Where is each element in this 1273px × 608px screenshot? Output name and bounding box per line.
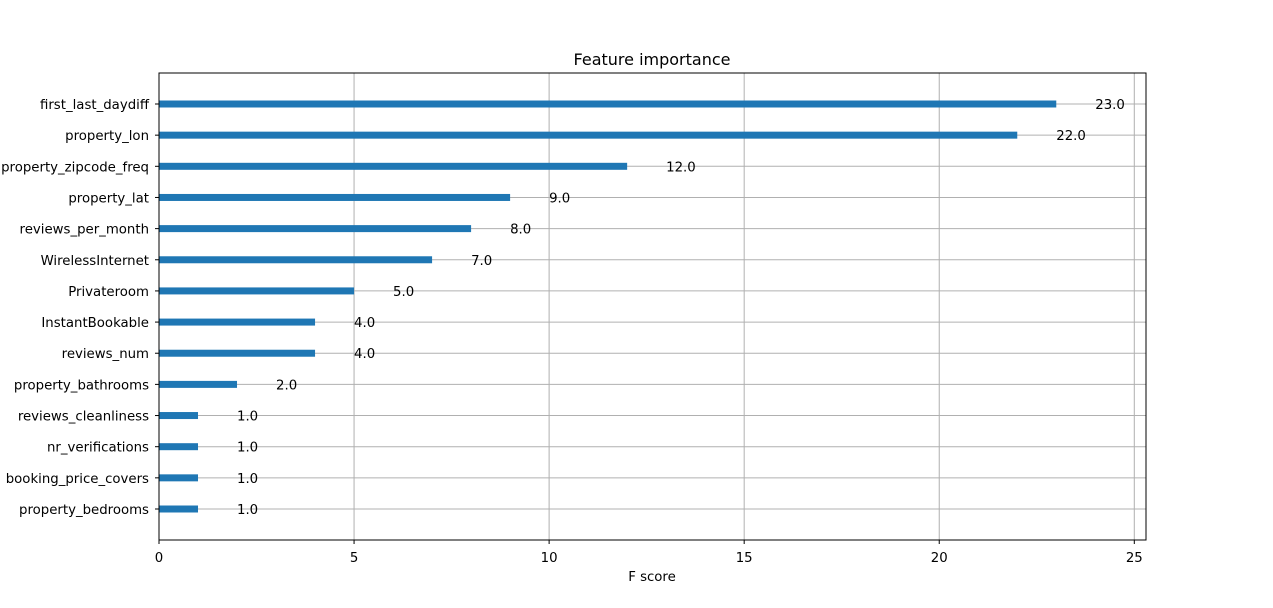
y-tick-label: booking_price_covers: [6, 472, 149, 487]
x-tick-label: 25: [1126, 551, 1143, 566]
y-tick-label: WirelessInternet: [41, 254, 149, 269]
bar-value-label: 4.0: [354, 316, 375, 331]
bar-value-labels: 23.0 22.0 12.0 9.0 8.0 7.0 5.0 4.0 4.0 2.0 1.0 1.0 1…: [237, 98, 1125, 518]
x-axis-tick-labels: 0 5 10 15 20 25: [155, 540, 1143, 566]
y-tick-label: reviews_cleanliness: [18, 410, 149, 425]
y-tick-label: first_last_daydiff: [40, 98, 150, 113]
bar: [159, 380, 238, 388]
x-tick-label: 15: [736, 551, 753, 566]
bar-value-label: 1.0: [237, 410, 258, 425]
bar: [159, 443, 199, 451]
x-tick-label: 0: [155, 551, 163, 566]
bar-value-label: 23.0: [1095, 98, 1125, 113]
y-tick-label: property_zipcode_freq: [1, 160, 149, 175]
bar: [159, 131, 1018, 139]
bar: [159, 287, 355, 295]
bar-value-label: 22.0: [1056, 129, 1086, 144]
bar-value-label: 1.0: [237, 503, 258, 518]
bar: [159, 412, 199, 420]
y-tick-label: nr_verifications: [47, 441, 149, 456]
y-tick-label: reviews_num: [62, 347, 149, 362]
y-tick-label: reviews_per_month: [20, 223, 149, 238]
x-axis-label: F score: [628, 570, 676, 585]
y-tick-label: property_bedrooms: [19, 503, 149, 518]
grid-lines: [158, 73, 1146, 540]
plot-frame: [158, 72, 1147, 541]
bar-value-label: 5.0: [393, 285, 414, 300]
bars: [159, 100, 1057, 513]
chart-title: Feature importance: [574, 50, 731, 69]
bar: [159, 100, 1057, 108]
bar-value-label: 4.0: [354, 347, 375, 362]
bar-value-label: 1.0: [237, 472, 258, 487]
y-tick-label: Privateroom: [68, 285, 149, 300]
bar: [159, 474, 199, 482]
bar: [159, 225, 472, 233]
bar: [159, 505, 199, 513]
bar-value-label: 7.0: [471, 254, 492, 269]
y-axis-tick-labels: first_last_daydiff property_lon property_z…: [1, 98, 159, 518]
x-tick-label: 10: [541, 551, 558, 566]
bar-value-label: 1.0: [237, 441, 258, 456]
bar-value-label: 9.0: [549, 191, 570, 206]
bar: [159, 318, 316, 326]
y-tick-label: property_lon: [65, 129, 149, 144]
x-tick-label: 5: [350, 551, 358, 566]
bar-value-label: 2.0: [276, 378, 297, 393]
bar: [159, 162, 628, 170]
bar: [159, 193, 511, 201]
y-tick-label: property_bathrooms: [14, 378, 149, 393]
bar-value-label: 12.0: [666, 160, 696, 175]
bar: [159, 256, 433, 264]
y-tick-label: InstantBookable: [41, 316, 149, 331]
x-tick-label: 20: [931, 551, 948, 566]
bar: [159, 349, 316, 357]
y-tick-label: property_lat: [68, 191, 149, 206]
bar-value-label: 8.0: [510, 223, 531, 238]
